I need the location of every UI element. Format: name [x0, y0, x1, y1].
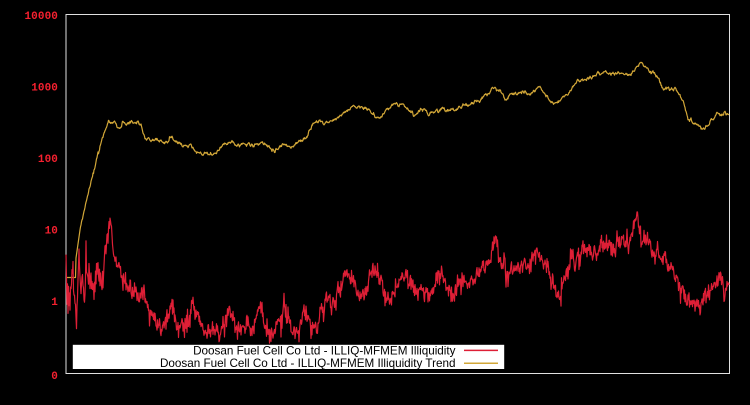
- svg-text:1000: 1000: [31, 83, 58, 95]
- svg-text:Doosan Fuel Cell Co Ltd - ILLI: Doosan Fuel Cell Co Ltd - ILLIQ-MFMEM Il…: [193, 344, 456, 357]
- svg-text:10: 10: [45, 226, 58, 238]
- svg-text:Doosan Fuel Cell Co Ltd - ILLI: Doosan Fuel Cell Co Ltd - ILLIQ-MFMEM Il…: [160, 357, 456, 370]
- svg-text:0: 0: [51, 371, 58, 383]
- svg-text:1: 1: [51, 297, 58, 309]
- svg-text:100: 100: [38, 154, 58, 166]
- svg-text:10000: 10000: [24, 11, 58, 23]
